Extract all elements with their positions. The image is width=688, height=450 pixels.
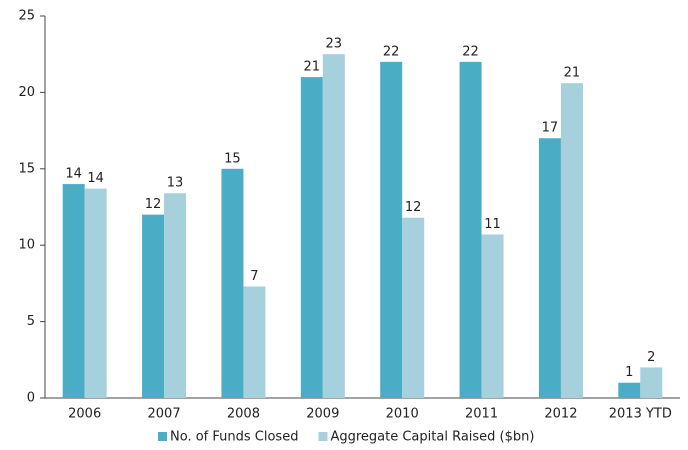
x-tick-label: 2011 bbox=[465, 407, 498, 422]
data-label: 23 bbox=[326, 37, 343, 52]
bar bbox=[459, 61, 482, 399]
legend-swatch bbox=[158, 432, 167, 441]
bar bbox=[142, 214, 165, 398]
y-tick-label: 10 bbox=[18, 238, 35, 253]
bar bbox=[84, 188, 107, 398]
y-tick-label: 25 bbox=[18, 9, 35, 24]
x-tick-label: 2010 bbox=[386, 407, 419, 422]
bar bbox=[164, 193, 187, 398]
data-label: 22 bbox=[383, 44, 400, 59]
data-label: 17 bbox=[542, 121, 559, 136]
legend-label: No. of Funds Closed bbox=[170, 430, 298, 445]
data-label: 21 bbox=[304, 60, 321, 75]
y-tick-label: 0 bbox=[27, 391, 35, 406]
bar bbox=[62, 184, 85, 398]
x-tick-label: 2009 bbox=[306, 407, 339, 422]
data-label: 11 bbox=[484, 217, 501, 232]
y-tick-label: 20 bbox=[18, 85, 35, 100]
data-label: 15 bbox=[224, 151, 241, 166]
x-tick-label: 2013 YTD bbox=[609, 407, 672, 422]
bar bbox=[322, 54, 345, 398]
legend-swatch bbox=[318, 432, 328, 441]
data-label: 13 bbox=[167, 176, 184, 191]
data-label: 2 bbox=[647, 350, 655, 365]
x-tick-label: 2008 bbox=[227, 407, 260, 422]
bar bbox=[560, 83, 583, 399]
data-label: 14 bbox=[87, 171, 104, 186]
data-label: 21 bbox=[564, 66, 581, 81]
bar bbox=[640, 367, 663, 398]
bar bbox=[402, 217, 425, 398]
data-label: 14 bbox=[65, 167, 82, 182]
x-tick-label: 2006 bbox=[68, 407, 101, 422]
x-tick-label: 2007 bbox=[148, 407, 181, 422]
bar bbox=[221, 168, 244, 398]
data-label: 12 bbox=[405, 200, 422, 215]
bar bbox=[380, 61, 403, 399]
y-tick-label: 15 bbox=[18, 161, 35, 176]
bar bbox=[618, 382, 641, 398]
data-label: 22 bbox=[462, 44, 479, 59]
bar bbox=[481, 234, 504, 398]
data-label: 1 bbox=[625, 365, 633, 380]
legend-label: Aggregate Capital Raised ($bn) bbox=[330, 430, 534, 445]
bar bbox=[538, 138, 561, 399]
bar bbox=[300, 77, 323, 399]
data-label: 7 bbox=[250, 269, 258, 284]
bar bbox=[243, 286, 266, 398]
data-label: 12 bbox=[145, 197, 162, 212]
y-tick-label: 5 bbox=[27, 314, 35, 329]
x-tick-label: 2012 bbox=[544, 407, 577, 422]
